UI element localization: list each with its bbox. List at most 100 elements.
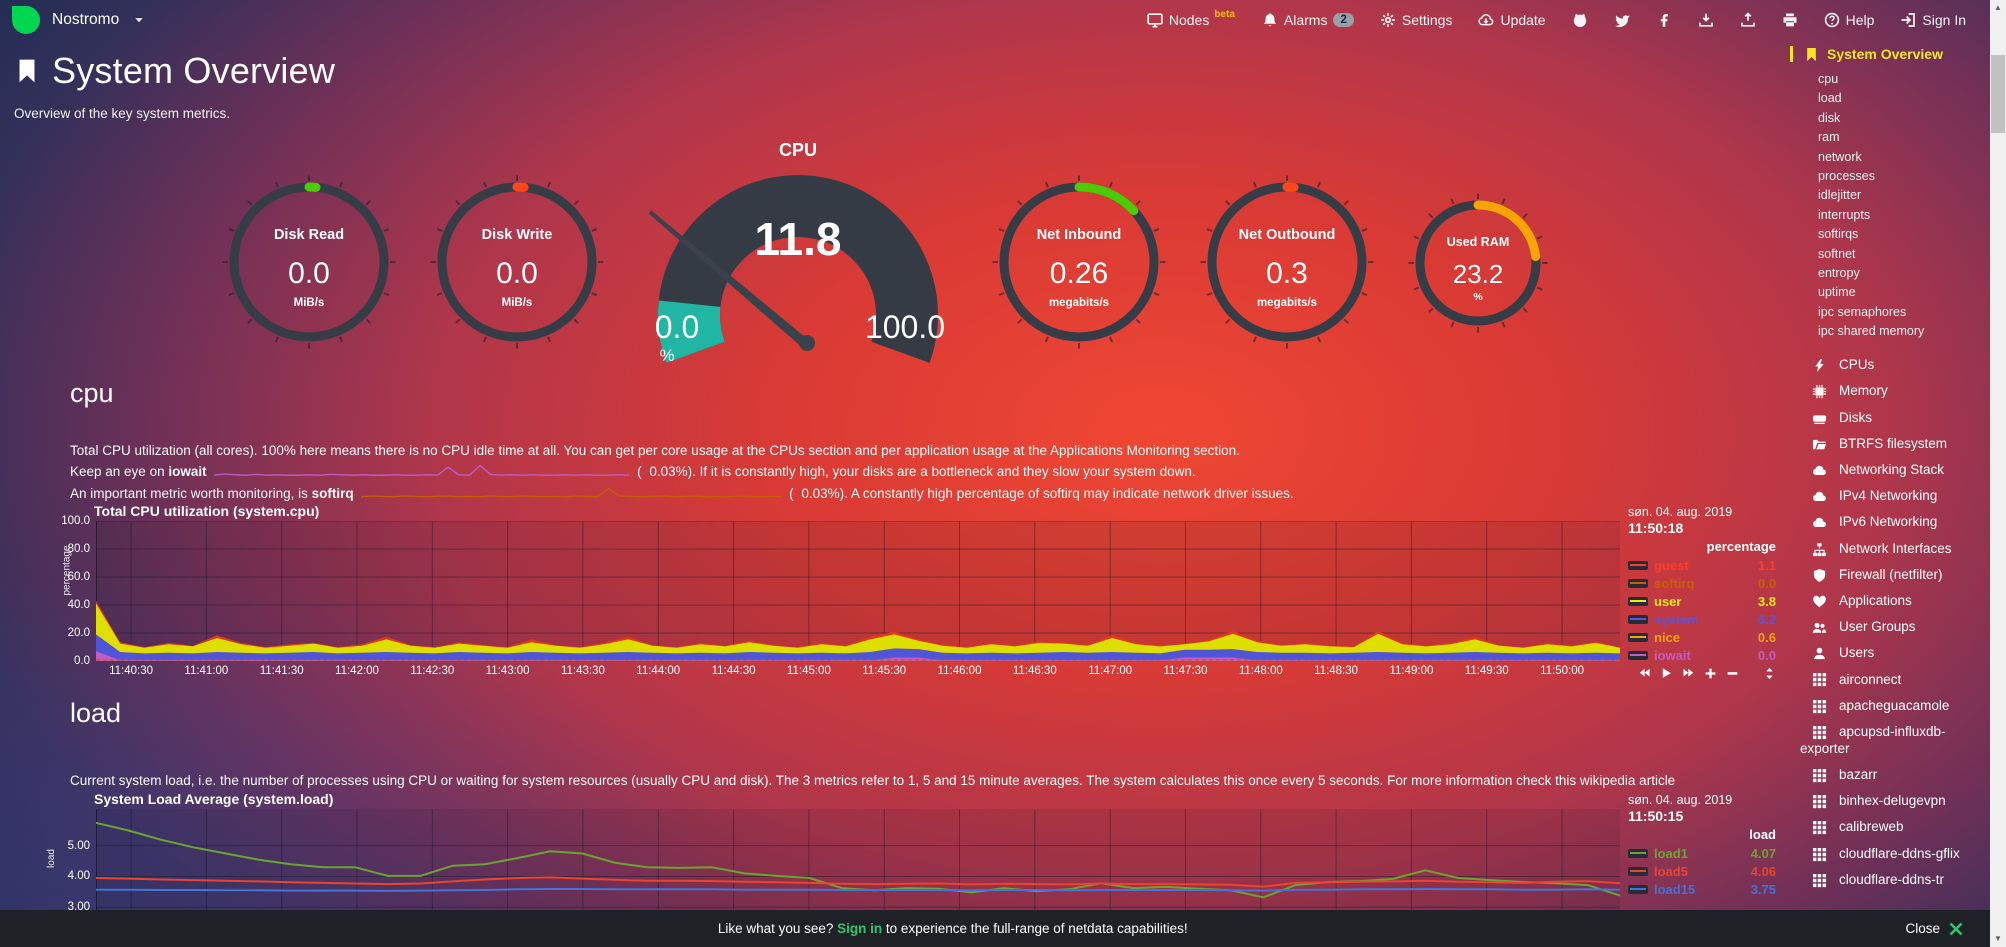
sidebar-subitem-ram[interactable]: ram: [1818, 130, 1840, 145]
sidebar-item-btrfs-filesystem[interactable]: BTRFS filesystem: [1800, 430, 1984, 456]
hostname-dropdown[interactable]: Nostromo: [52, 11, 120, 28]
legend-row[interactable]: system 6.2: [1628, 610, 1778, 628]
updown-icon[interactable]: [1763, 667, 1776, 680]
legend-row[interactable]: guest 1.1: [1628, 556, 1778, 574]
sidebar-subitem-interrupts[interactable]: interrupts: [1818, 207, 1871, 222]
grid-icon: [1812, 873, 1832, 888]
print-icon[interactable]: [1782, 12, 1798, 28]
net-outbound-gauge[interactable]: Net Outbound 0.3 megabits/s: [1199, 174, 1375, 350]
sidebar-item-cloudflare-ddns-gflix[interactable]: cloudflare-ddns-gflix: [1800, 840, 1984, 866]
sidebar-item-ipv6-networking[interactable]: IPv6 Networking: [1800, 509, 1984, 535]
legend-swatch-icon: [1628, 614, 1648, 624]
monitor-icon: [1147, 12, 1163, 28]
disk-write-gauge[interactable]: Disk Write 0.0 MiB/s: [429, 174, 605, 350]
legend-row[interactable]: load1 4.07: [1628, 844, 1778, 862]
svg-text:0.0: 0.0: [655, 309, 699, 345]
sidebar-item-label: Applications: [1839, 592, 1912, 608]
sidebar-item-binhex-delugevpn[interactable]: binhex-delugevpn: [1800, 788, 1984, 814]
sidebar-item-apcupsd-influxdb-exporter[interactable]: apcupsd-influxdb-exporter: [1800, 718, 1984, 761]
legend-row[interactable]: nice 0.6: [1628, 628, 1778, 646]
y-tick-label: 40.0: [67, 599, 90, 611]
sidebar-item-bazarr[interactable]: bazarr: [1800, 762, 1984, 788]
sidebar-subitem-entropy[interactable]: entropy: [1818, 266, 1860, 281]
sidebar-subitem-load[interactable]: load: [1818, 91, 1842, 106]
nodes-button[interactable]: Nodes beta: [1147, 9, 1236, 28]
sidebar-item-disks[interactable]: Disks: [1800, 404, 1984, 430]
page-scrollbar[interactable]: ▲ ▼: [1990, 0, 2006, 947]
scrollbar-up-arrow[interactable]: ▲: [1990, 0, 2006, 16]
chart-legend-rows: guest 1.1 softirq 0.0 user 3.8 system 6.2 nice 0.…: [1628, 556, 1778, 664]
plus-icon[interactable]: [1704, 667, 1717, 680]
netdata-logo-icon[interactable]: [12, 6, 40, 34]
sidebar-item-system-overview[interactable]: System Overview: [1790, 40, 1990, 68]
cloud-icon: [1812, 489, 1832, 504]
sidebar-subitem-idlejitter[interactable]: idlejitter: [1818, 188, 1862, 203]
cpu-gauge[interactable]: CPU 11.8 0.0 100.0%: [643, 140, 953, 373]
sidebar-item-label: IPv4 Networking: [1839, 488, 1938, 504]
sidebar-subitem-softnet[interactable]: softnet: [1818, 246, 1856, 261]
legend-row[interactable]: load15 3.75: [1628, 880, 1778, 898]
sidebar-item-applications[interactable]: Applications: [1800, 587, 1984, 613]
github-icon[interactable]: [1572, 12, 1588, 28]
legend-swatch-icon: [1628, 650, 1648, 660]
help-button[interactable]: Help: [1824, 12, 1874, 28]
sidebar-subitem-processes[interactable]: processes: [1818, 169, 1875, 184]
import-snapshot-icon[interactable]: [1698, 12, 1714, 28]
twitter-icon[interactable]: [1614, 12, 1630, 28]
sidebar-subitem-disk[interactable]: disk: [1818, 110, 1841, 125]
iowait-sparkline-chart[interactable]: [214, 462, 630, 483]
rewind-icon[interactable]: [1638, 667, 1651, 680]
sidebar-item-users[interactable]: Users: [1800, 640, 1984, 666]
play-icon[interactable]: [1660, 667, 1673, 680]
sidebar-item-memory[interactable]: Memory: [1800, 378, 1984, 404]
grid-icon: [1812, 672, 1832, 687]
sidebar-item-firewall-netfilter-[interactable]: Firewall (netfilter): [1800, 561, 1984, 587]
update-button[interactable]: Update: [1478, 12, 1546, 28]
grid-icon: [1812, 847, 1832, 862]
sidebar-subitem-cpu[interactable]: cpu: [1818, 72, 1839, 86]
sidebar-item-cloudflare-ddns-tr[interactable]: cloudflare-ddns-tr: [1800, 866, 1984, 892]
sidebar-subitem-network[interactable]: network: [1818, 149, 1862, 164]
minus-icon[interactable]: [1726, 667, 1739, 680]
legend-row[interactable]: load5 4.06: [1628, 862, 1778, 880]
gauge-value: 23.2: [1452, 258, 1504, 289]
legend-row[interactable]: softirq 0.0: [1628, 574, 1778, 592]
sidebar-item-label: Users: [1839, 645, 1875, 661]
chart-date: søn. 04. aug. 2019: [1628, 793, 1733, 807]
sidebar-item-airconnect[interactable]: airconnect: [1800, 666, 1984, 692]
sidebar-item-ipv4-networking[interactable]: IPv4 Networking: [1800, 483, 1984, 509]
sidebar-subitem-softirqs[interactable]: softirqs: [1818, 227, 1859, 242]
sidebar-item-cpus[interactable]: CPUs: [1800, 352, 1984, 378]
sidebar-item-network-interfaces[interactable]: Network Interfaces: [1800, 535, 1984, 561]
sidebar-item-networking-stack[interactable]: Networking Stack: [1800, 456, 1984, 482]
used-ram-gauge[interactable]: Used RAM 23.2%: [1407, 192, 1549, 334]
softirq-sparkline-chart[interactable]: [361, 484, 782, 505]
disk-read-gauge[interactable]: Disk Read 0.0 MiB/s: [221, 174, 397, 350]
settings-button[interactable]: Settings: [1380, 12, 1452, 28]
sidebar-item-calibreweb[interactable]: calibreweb: [1800, 814, 1984, 840]
banner-close-button[interactable]: Close: [1905, 921, 1964, 937]
sidebar-subitem-uptime[interactable]: uptime: [1818, 285, 1856, 300]
legend-label: system: [1654, 611, 1699, 627]
sidebar-item-label: apcupsd-influxdb-exporter: [1800, 723, 1946, 756]
legend-row[interactable]: iowait 0.0: [1628, 646, 1778, 664]
alarms-button[interactable]: Alarms 2: [1262, 12, 1354, 28]
chart-plot-area[interactable]: [96, 521, 1620, 661]
sidebar-subitem-ipc-semaphores[interactable]: ipc semaphores: [1818, 304, 1907, 319]
scrollbar-down-arrow[interactable]: ▼: [1990, 931, 2006, 947]
fastforward-icon[interactable]: [1682, 667, 1695, 680]
legend-row[interactable]: user 3.8: [1628, 592, 1778, 610]
export-snapshot-icon[interactable]: [1740, 12, 1756, 28]
sidebar-item-apacheguacamole[interactable]: apacheguacamole: [1800, 692, 1984, 718]
gauge-unit: megabits/s: [1048, 297, 1110, 310]
sidebar-item-label: cloudflare-ddns-tr: [1839, 871, 1945, 887]
banner-signin-link[interactable]: Sign in: [837, 921, 883, 936]
facebook-icon[interactable]: [1656, 12, 1672, 28]
scrollbar-thumb[interactable]: [1991, 55, 2005, 133]
signin-button[interactable]: Sign In: [1900, 12, 1966, 28]
sidebar-item-user-groups[interactable]: User Groups: [1800, 614, 1984, 640]
chevron-down-icon[interactable]: [133, 14, 145, 26]
net-inbound-gauge[interactable]: Net Inbound 0.26 megabits/s: [991, 174, 1167, 350]
sidebar-subitem-ipc-shared-memory[interactable]: ipc shared memory: [1818, 324, 1925, 339]
sidebar-item-label: System Overview: [1827, 46, 1943, 62]
